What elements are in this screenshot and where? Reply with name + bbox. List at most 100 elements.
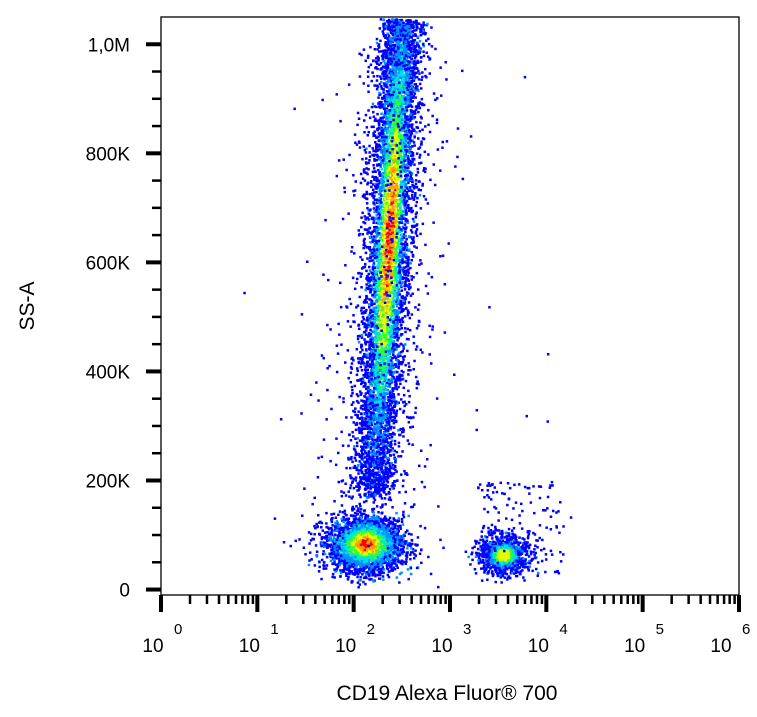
event-dot — [365, 524, 369, 527]
event-dot — [382, 556, 386, 559]
event-dot — [379, 539, 383, 543]
event-dot — [376, 454, 380, 457]
event-dot — [332, 535, 336, 538]
event-dot — [400, 571, 403, 574]
event-dot — [337, 558, 341, 561]
event-dot — [361, 519, 364, 523]
event-dot — [361, 569, 364, 573]
event-dot — [364, 516, 367, 519]
event-dot — [352, 537, 355, 540]
event-dot — [344, 572, 348, 575]
event-dot — [379, 295, 382, 298]
event-dot — [403, 315, 407, 318]
event-dot — [337, 545, 340, 548]
event-dot — [379, 538, 382, 541]
event-dot — [346, 563, 349, 566]
event-dot — [353, 552, 357, 556]
event-dot — [349, 551, 352, 554]
event-dot — [421, 75, 424, 79]
event-dot — [298, 538, 301, 541]
event-dot — [401, 523, 405, 526]
event-dot — [377, 132, 381, 135]
event-dot — [383, 230, 386, 233]
event-dot — [361, 540, 365, 544]
event-dot — [419, 33, 423, 37]
event-dot — [408, 282, 411, 286]
event-dot — [355, 570, 359, 573]
event-dot — [419, 121, 422, 124]
event-dot — [323, 545, 326, 549]
event-dot — [390, 551, 393, 555]
event-dot — [382, 529, 386, 533]
event-dot — [378, 539, 381, 542]
event-dot — [350, 563, 354, 566]
event-dot — [400, 473, 403, 476]
event-dot — [393, 535, 396, 538]
event-dot — [396, 535, 400, 538]
event-dot — [322, 552, 325, 556]
event-dot — [390, 535, 394, 538]
event-dot — [356, 369, 359, 373]
event-dot — [351, 514, 354, 517]
event-dot — [360, 431, 364, 435]
event-dot — [395, 556, 399, 559]
event-dot — [358, 502, 361, 506]
event-dot — [361, 348, 364, 352]
event-dot — [340, 528, 344, 531]
event-dot — [366, 555, 369, 559]
event-dot — [360, 452, 364, 455]
event-dot — [383, 193, 387, 196]
event-dot — [396, 520, 399, 523]
event-dot — [400, 137, 403, 141]
event-dot — [334, 539, 337, 542]
event-dot — [343, 566, 346, 570]
event-dot — [333, 542, 336, 545]
event-dot — [399, 237, 403, 240]
event-dot — [386, 536, 389, 539]
event-dot — [373, 556, 377, 560]
event-dot — [368, 537, 371, 541]
event-dot — [373, 567, 376, 570]
event-dot — [388, 529, 392, 532]
event-dot — [396, 310, 399, 314]
event-dot — [355, 526, 359, 529]
event-dot — [343, 563, 346, 566]
event-dot — [374, 141, 377, 144]
event-dot — [370, 445, 373, 449]
event-dot — [368, 265, 371, 269]
event-dot — [349, 529, 352, 532]
event-dot — [282, 541, 286, 544]
event-dot — [387, 58, 390, 61]
event-dot — [380, 406, 384, 410]
event-dot — [366, 543, 369, 546]
event-dot — [366, 519, 370, 523]
event-dot — [344, 529, 347, 532]
event-dot — [392, 566, 395, 569]
event-dot — [375, 539, 378, 542]
event-dot — [410, 130, 413, 133]
event-dot — [393, 540, 397, 544]
event-dot — [347, 517, 351, 520]
event-dot — [375, 517, 379, 520]
event-dot — [343, 509, 346, 513]
event-dot — [384, 529, 387, 532]
event-dot — [407, 181, 410, 185]
event-dot — [383, 552, 387, 555]
event-dot — [357, 555, 361, 558]
event-dot — [375, 41, 379, 45]
event-dot — [379, 420, 382, 423]
event-dot — [354, 550, 358, 554]
event-dot — [354, 565, 358, 569]
event-dot — [403, 302, 406, 305]
event-dot — [382, 541, 386, 545]
event-dot — [357, 543, 361, 546]
event-dot — [364, 218, 367, 221]
event-dot — [355, 517, 358, 520]
event-dot — [399, 548, 403, 551]
event-dot — [344, 537, 347, 540]
event-dot — [409, 173, 413, 177]
event-dot — [377, 521, 380, 525]
event-dot — [396, 353, 400, 356]
event-dot — [382, 578, 385, 581]
event-dot — [386, 529, 389, 533]
